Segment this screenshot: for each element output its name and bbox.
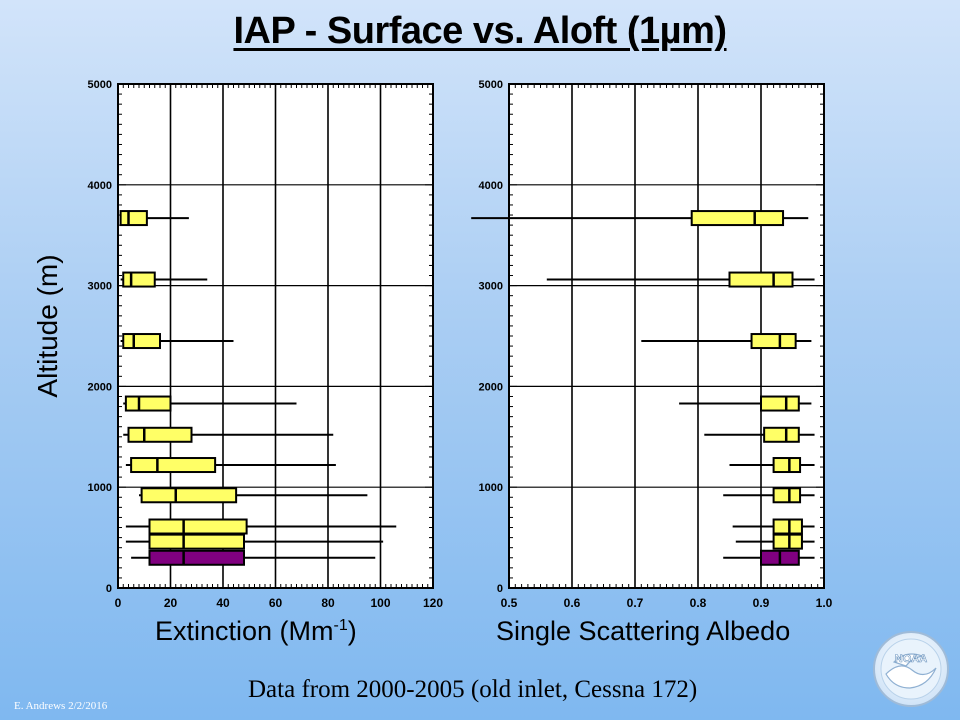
albedo-box (728, 271, 794, 288)
albedo-y-tick-label: 0 (497, 583, 503, 595)
albedo-box (760, 395, 800, 412)
extinction-x-tick-label: 80 (321, 596, 335, 610)
author-credit: E. Andrews 2/2/2016 (14, 700, 108, 712)
x-axis-label-extinction-text: Extinction (Mm (155, 616, 334, 646)
albedo-x-tick-label: 1.0 (816, 596, 833, 610)
extinction-box (127, 426, 193, 443)
extinction-box (122, 333, 161, 350)
extinction-box (124, 395, 172, 412)
x-axis-label-albedo: Single Scattering Albedo (496, 616, 791, 646)
extinction-x-tick-label: 60 (269, 596, 283, 610)
albedo-x-tick-label: 0.9 (753, 596, 770, 610)
albedo-x-tick-label: 0.5 (501, 596, 518, 610)
albedo-box (763, 426, 800, 443)
extinction-box (119, 210, 148, 227)
noaa-logo: NOAA (873, 631, 949, 707)
x-axis-label-extinction: Extinction (Mm-1) (155, 616, 357, 647)
extinction-chart: 0 20 40 60 80 100 120 0 1000 2000 3000 4000 5000 (88, 79, 444, 610)
extinction-box (148, 518, 248, 535)
x-axis-label-extinction-sup: -1 (333, 617, 348, 634)
extinction-x-tick-label: 40 (216, 596, 230, 610)
extinction-box (148, 533, 245, 550)
extinction-y-tick-label: 0 (106, 583, 112, 595)
extinction-y-tick-label: 2000 (88, 381, 112, 393)
albedo-y-tick-label: 4000 (479, 180, 503, 192)
extinction-x-tick-label: 120 (423, 596, 443, 610)
extinction-box (140, 487, 238, 504)
footer-note: Data from 2000-2005 (old inlet, Cessna 1… (248, 676, 698, 703)
extinction-box (148, 549, 245, 566)
albedo-y-tick-label: 2000 (479, 381, 503, 393)
albedo-frame (508, 83, 825, 589)
albedo-x-tick-label: 0.6 (564, 596, 581, 610)
slide-title: IAP - Surface vs. Aloft (1µm) (233, 10, 727, 52)
albedo-box (690, 210, 785, 227)
albedo-x-tick-label: 0.7 (627, 596, 644, 610)
albedo-chart: 0.5 0.6 0.7 0.8 0.9 1.0 0 1000 2000 3000 4000 5000 (471, 79, 833, 610)
extinction-box (122, 271, 156, 288)
albedo-box (750, 333, 797, 350)
noaa-logo-text: NOAA (895, 653, 927, 665)
albedo-box (772, 487, 802, 504)
extinction-x-tick-label: 0 (115, 596, 122, 610)
albedo-y-tick-label: 5000 (479, 79, 503, 91)
extinction-x-tick-label: 100 (370, 596, 390, 610)
extinction-x-tick-label: 20 (164, 596, 178, 610)
extinction-y-tick-label: 1000 (88, 482, 112, 494)
x-axis-label-extinction-close: ) (347, 616, 357, 646)
albedo-box (772, 457, 802, 474)
extinction-y-tick-label: 5000 (88, 79, 112, 91)
albedo-box (772, 533, 803, 550)
extinction-frame (117, 83, 434, 589)
albedo-y-tick-label: 1000 (479, 482, 503, 494)
extinction-box (130, 457, 217, 474)
albedo-box (772, 518, 803, 535)
albedo-y-tick-label: 3000 (479, 281, 503, 293)
extinction-y-tick-label: 4000 (88, 180, 112, 192)
extinction-y-tick-label: 3000 (88, 281, 112, 293)
albedo-x-tick-label: 0.8 (690, 596, 707, 610)
